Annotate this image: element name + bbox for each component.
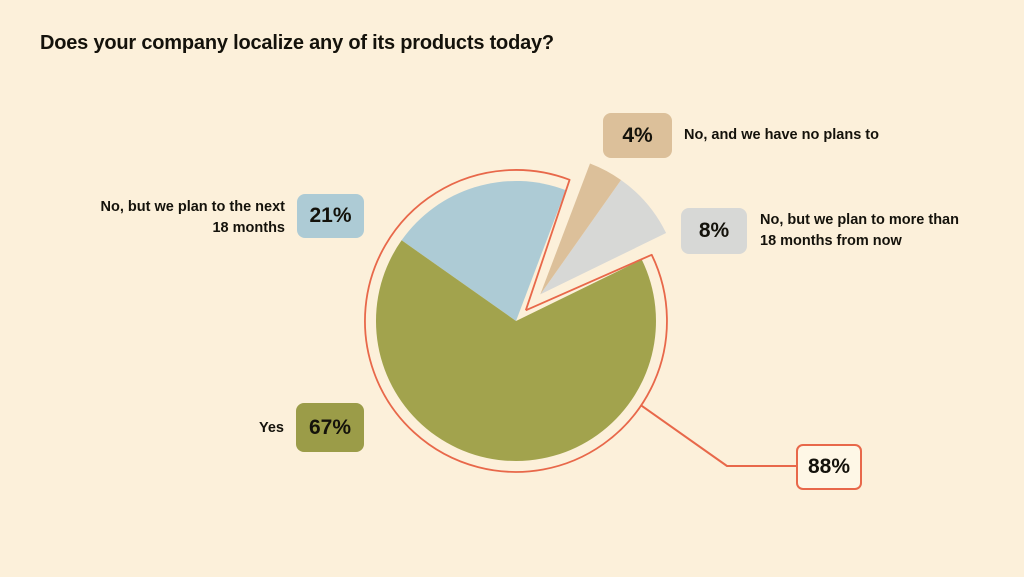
- label-line: 18 months from now: [760, 233, 902, 249]
- value-badge-21: 21%: [297, 194, 364, 238]
- pie-slice-no-but-we-plan-to-the-next-18-months: [401, 180, 566, 321]
- label-yes: Yes: [259, 420, 284, 436]
- label-line: No, but we plan to more than: [760, 212, 959, 228]
- group-outline-88-percent: [364, 169, 668, 473]
- callout-leader-line: [640, 404, 796, 467]
- callout-badge-88: 88%: [796, 444, 862, 490]
- label-plan-more-18-months: No, but we plan to more than 18 months f…: [760, 210, 959, 252]
- label-no-plans: No, and we have no plans to: [684, 127, 879, 143]
- label-line: 18 months: [212, 220, 285, 236]
- pie-slice-yes: [375, 240, 656, 462]
- label-line: No, but we plan to the next: [100, 199, 285, 215]
- value-badge-8: 8%: [681, 208, 747, 254]
- pie-slice-no-but-we-plan-to-more-than-18-months-from-now: [540, 180, 667, 295]
- value-badge-67: 67%: [296, 403, 364, 452]
- chart-title: Does your company localize any of its pr…: [40, 32, 554, 54]
- value-badge-4: 4%: [603, 113, 672, 158]
- label-plan-next-18-months: No, but we plan to the next 18 months: [20, 197, 285, 239]
- pie-slice-no-and-we-have-no-plans-to: [540, 163, 621, 295]
